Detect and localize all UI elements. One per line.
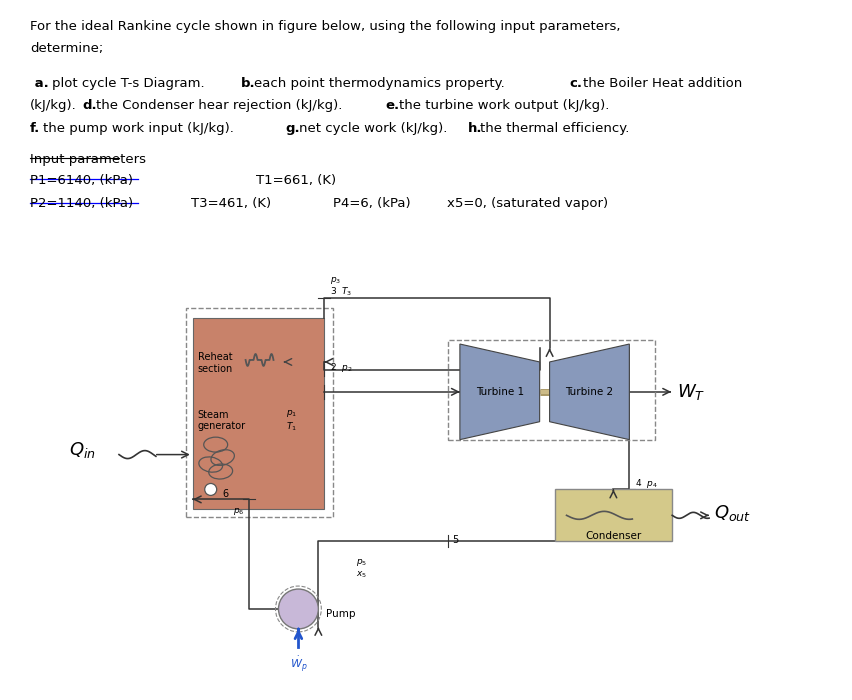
Bar — [193, 318, 324, 510]
Text: the Boiler Heat addition: the Boiler Heat addition — [583, 77, 742, 90]
Text: P2=1140, (kPa): P2=1140, (kPa) — [30, 197, 133, 211]
Text: the Condenser hear rejection (kJ/kg).: the Condenser hear rejection (kJ/kg). — [95, 99, 342, 113]
Bar — [447, 340, 654, 440]
Bar — [554, 489, 671, 541]
Text: the turbine work output (kJ/kg).: the turbine work output (kJ/kg). — [399, 99, 609, 113]
Text: c.: c. — [569, 77, 582, 90]
Text: Reheat
section: Reheat section — [198, 352, 233, 374]
Text: b.: b. — [240, 77, 255, 90]
Text: P4=6, (kPa): P4=6, (kPa) — [332, 197, 410, 211]
Text: T1=661, (K): T1=661, (K) — [256, 174, 336, 187]
Text: Steam
generator: Steam generator — [198, 410, 245, 431]
Text: T3=461, (K): T3=461, (K) — [191, 197, 271, 211]
Text: $p_5$
$x_5$: $p_5$ $x_5$ — [356, 557, 367, 580]
Text: x5=0, (saturated vapor): x5=0, (saturated vapor) — [446, 197, 607, 211]
Text: Input parameters: Input parameters — [30, 153, 146, 166]
Text: each point thermodynamics property.: each point thermodynamics property. — [254, 77, 504, 90]
Text: 2  $p_2$: 2 $p_2$ — [330, 361, 353, 374]
Text: (kJ/kg).: (kJ/kg). — [30, 99, 77, 113]
Text: Turbine 2: Turbine 2 — [565, 387, 613, 397]
Text: net cycle work (kJ/kg).: net cycle work (kJ/kg). — [299, 122, 447, 135]
Polygon shape — [549, 344, 629, 440]
Text: $p_6$: $p_6$ — [233, 506, 244, 517]
Text: $Q_{out}$: $Q_{out}$ — [713, 503, 751, 524]
Text: 4  $p_4$: 4 $p_4$ — [635, 477, 658, 490]
Text: P1=6140, (kPa): P1=6140, (kPa) — [30, 174, 133, 187]
Text: plot cycle T-s Diagram.: plot cycle T-s Diagram. — [52, 77, 204, 90]
Text: the thermal efficiency.: the thermal efficiency. — [480, 122, 629, 135]
Polygon shape — [459, 344, 539, 440]
Text: $Q_{in}$: $Q_{in}$ — [69, 440, 96, 460]
Text: Turbine 1: Turbine 1 — [475, 387, 523, 397]
Text: Condenser: Condenser — [584, 531, 641, 541]
Text: 6: 6 — [222, 489, 228, 499]
Text: For the ideal Rankine cycle shown in figure below, using the following input par: For the ideal Rankine cycle shown in fig… — [30, 20, 619, 33]
Text: g.: g. — [285, 122, 300, 135]
Text: f.: f. — [30, 122, 40, 135]
Text: the pump work input (kJ/kg).: the pump work input (kJ/kg). — [43, 122, 233, 135]
Text: $p_3$: $p_3$ — [330, 275, 341, 286]
Text: Pump: Pump — [326, 609, 355, 619]
Text: a.: a. — [30, 77, 49, 90]
Text: 5: 5 — [452, 536, 458, 545]
Circle shape — [204, 484, 216, 496]
Text: h.: h. — [467, 122, 481, 135]
Text: $W_T$: $W_T$ — [676, 382, 705, 402]
Text: $\dot{W}_p$: $\dot{W}_p$ — [289, 654, 307, 675]
Circle shape — [278, 589, 318, 629]
Text: determine;: determine; — [30, 42, 103, 55]
Text: e.: e. — [385, 99, 400, 113]
Text: $p_1$
$T_1$: $p_1$ $T_1$ — [286, 408, 297, 433]
Text: d.: d. — [82, 99, 96, 113]
Bar — [186, 308, 333, 517]
Text: 3  $T_3$: 3 $T_3$ — [330, 286, 353, 298]
